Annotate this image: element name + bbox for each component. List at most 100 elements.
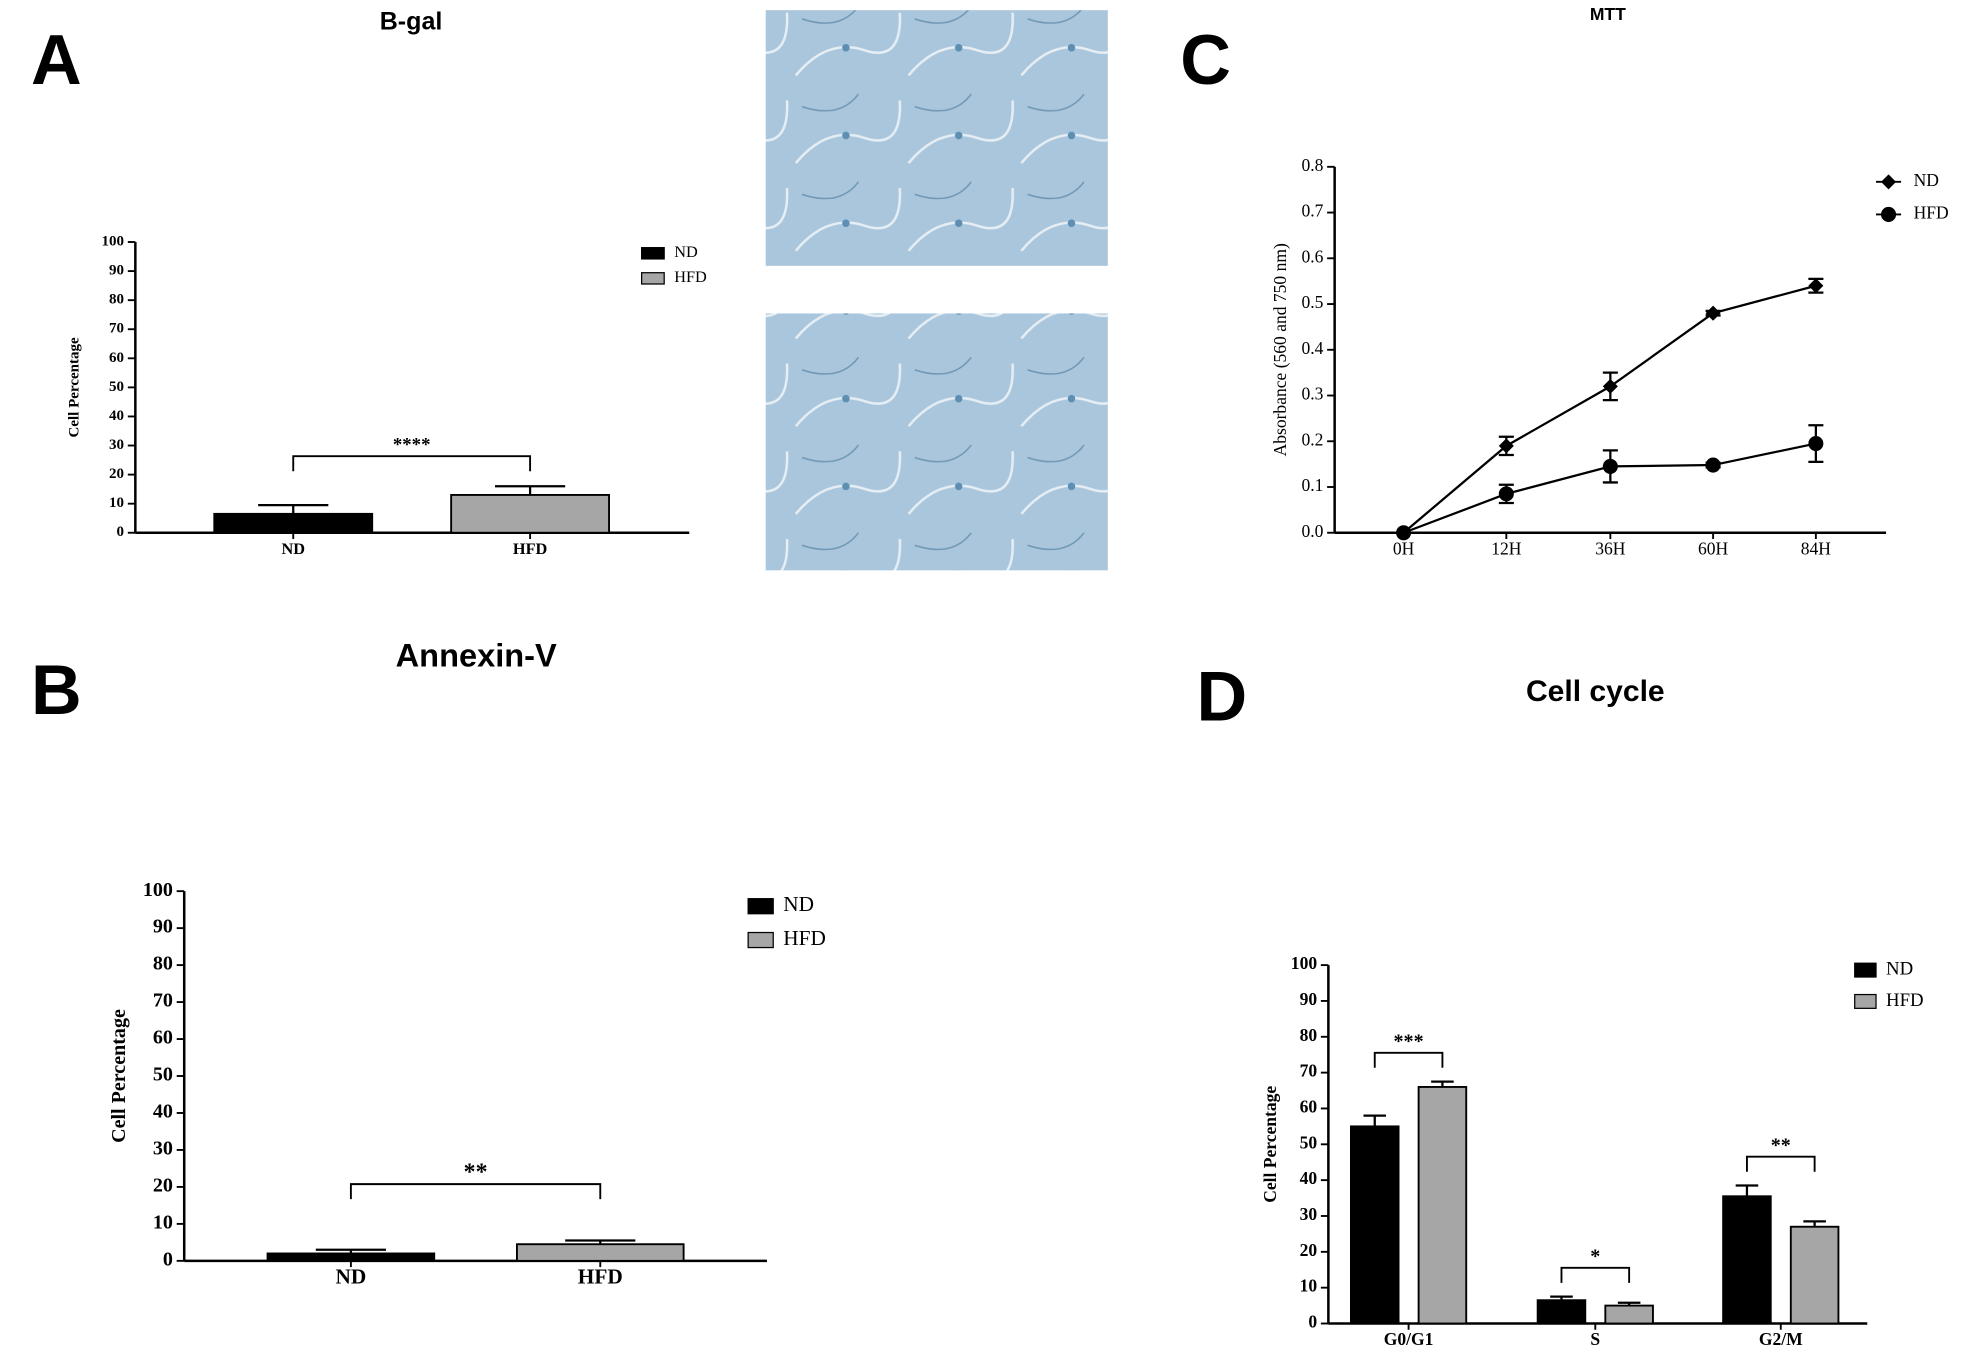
error-bar bbox=[315, 1248, 386, 1254]
y-tick-label: 80 bbox=[109, 292, 124, 308]
y-tick-label: 50 bbox=[1300, 1132, 1318, 1152]
y-tick-label: 70 bbox=[1300, 1061, 1318, 1081]
x-tick-label: 60H bbox=[1698, 538, 1729, 558]
y-tick-label: 60 bbox=[109, 350, 124, 366]
significance-bracket bbox=[1373, 1051, 1444, 1068]
y-axis-label: Cell Percentage bbox=[67, 337, 83, 438]
bar bbox=[1536, 1299, 1587, 1325]
y-tick-label: 0 bbox=[163, 1248, 173, 1270]
legend-label: ND bbox=[674, 242, 698, 261]
panel-letter: D bbox=[1197, 656, 1248, 735]
y-axis-label: Cell Percentage bbox=[108, 1009, 130, 1143]
y-tick-label: 70 bbox=[153, 990, 173, 1012]
error-bar bbox=[258, 504, 329, 514]
point bbox=[1498, 486, 1514, 502]
x-tick-label: 0H bbox=[1393, 538, 1415, 558]
significance-label: ** bbox=[464, 1160, 488, 1186]
legend-label: HFD bbox=[674, 267, 707, 286]
error-bar bbox=[1617, 1301, 1641, 1306]
y-tick-label: 10 bbox=[1300, 1276, 1318, 1296]
y-tick-label: 0.4 bbox=[1301, 338, 1323, 358]
point bbox=[1705, 457, 1721, 473]
error-bar bbox=[1550, 1295, 1573, 1301]
significance-label: * bbox=[1590, 1245, 1600, 1267]
legend-label: HFD bbox=[1914, 202, 1949, 222]
y-tick-label: 0 bbox=[117, 524, 125, 540]
y-tick-label: 0.5 bbox=[1301, 292, 1323, 312]
significance-label: *** bbox=[1394, 1030, 1424, 1052]
y-tick-label: 30 bbox=[1300, 1204, 1318, 1224]
y-tick-label: 30 bbox=[153, 1138, 173, 1160]
chart-title: Annexin-V bbox=[396, 638, 557, 674]
y-tick-label: 50 bbox=[109, 379, 124, 395]
y-tick-label: 90 bbox=[109, 263, 124, 279]
significance-bracket bbox=[292, 455, 532, 472]
significance-bracket bbox=[1560, 1266, 1631, 1283]
x-tick-label: 36H bbox=[1595, 538, 1626, 558]
y-tick-label: 0.2 bbox=[1301, 429, 1323, 449]
x-tick-label: G2/M bbox=[1759, 1329, 1803, 1349]
significance-bracket bbox=[349, 1183, 602, 1200]
point bbox=[1602, 378, 1618, 394]
y-tick-label: 100 bbox=[143, 879, 173, 901]
bar bbox=[516, 1243, 685, 1262]
legend-label: HFD bbox=[1886, 990, 1924, 1011]
y-tick-label: 0.8 bbox=[1301, 155, 1323, 175]
bar bbox=[1417, 1086, 1468, 1325]
bar bbox=[1349, 1125, 1400, 1325]
legend-swatch bbox=[1854, 962, 1877, 978]
bar bbox=[1789, 1225, 1840, 1325]
legend-swatch bbox=[1854, 993, 1877, 1009]
y-tick-label: 0.7 bbox=[1301, 201, 1323, 221]
y-tick-label: 0.3 bbox=[1301, 384, 1323, 404]
y-tick-label: 60 bbox=[153, 1027, 173, 1049]
y-tick-label: 90 bbox=[1300, 989, 1318, 1009]
y-tick-label: 40 bbox=[109, 408, 124, 424]
y-tick-label: 10 bbox=[109, 495, 124, 511]
y-tick-label: 20 bbox=[109, 466, 124, 482]
significance-label: **** bbox=[393, 434, 431, 455]
y-tick-label: 100 bbox=[1291, 953, 1318, 973]
chart-title: MTT bbox=[1590, 4, 1626, 24]
x-tick-label: ND bbox=[281, 539, 305, 558]
y-tick-label: 60 bbox=[1300, 1096, 1318, 1116]
legend-label: ND bbox=[783, 892, 814, 916]
point bbox=[1808, 436, 1824, 452]
y-tick-label: 80 bbox=[153, 953, 173, 975]
micrograph-nd bbox=[765, 10, 1108, 266]
bar bbox=[213, 512, 374, 534]
y-tick-label: 90 bbox=[153, 916, 173, 938]
bar bbox=[266, 1252, 436, 1262]
y-tick-label: 0.1 bbox=[1301, 475, 1323, 495]
y-tick-label: 40 bbox=[153, 1101, 173, 1123]
point bbox=[1602, 458, 1618, 474]
y-tick-label: 0.6 bbox=[1301, 246, 1323, 266]
x-tick-label: G0/G1 bbox=[1384, 1329, 1434, 1349]
y-tick-label: 0.0 bbox=[1301, 521, 1323, 541]
y-axis-label: Cell Percentage bbox=[1260, 1086, 1280, 1203]
significance-label: ** bbox=[1771, 1134, 1791, 1156]
chart-title: B-gal bbox=[380, 7, 443, 35]
point bbox=[1705, 305, 1721, 321]
point bbox=[1881, 206, 1897, 222]
point bbox=[1808, 278, 1824, 294]
error-bar bbox=[1803, 1220, 1826, 1227]
y-tick-label: 30 bbox=[109, 437, 124, 453]
error-bar bbox=[495, 485, 566, 495]
y-tick-label: 20 bbox=[1300, 1240, 1318, 1260]
y-tick-label: 100 bbox=[102, 233, 125, 249]
significance-bracket bbox=[1746, 1155, 1816, 1172]
point bbox=[1881, 174, 1897, 190]
series-line bbox=[1402, 284, 1817, 534]
y-tick-label: 80 bbox=[1300, 1025, 1318, 1045]
bar bbox=[1722, 1195, 1772, 1325]
micrograph-hfd bbox=[765, 313, 1108, 571]
error-bar bbox=[1363, 1114, 1387, 1127]
panel-letter: A bbox=[31, 20, 82, 99]
x-tick-label: 84H bbox=[1801, 538, 1832, 558]
legend-swatch bbox=[747, 931, 774, 949]
legend-label: ND bbox=[1914, 170, 1939, 190]
y-tick-label: 40 bbox=[1300, 1168, 1318, 1188]
y-tick-label: 50 bbox=[153, 1064, 173, 1086]
